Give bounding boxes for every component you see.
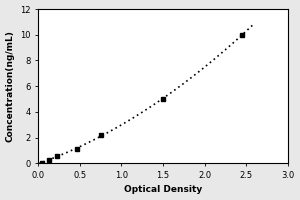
- X-axis label: Optical Density: Optical Density: [124, 185, 202, 194]
- Y-axis label: Concentration(ng/mL): Concentration(ng/mL): [6, 30, 15, 142]
